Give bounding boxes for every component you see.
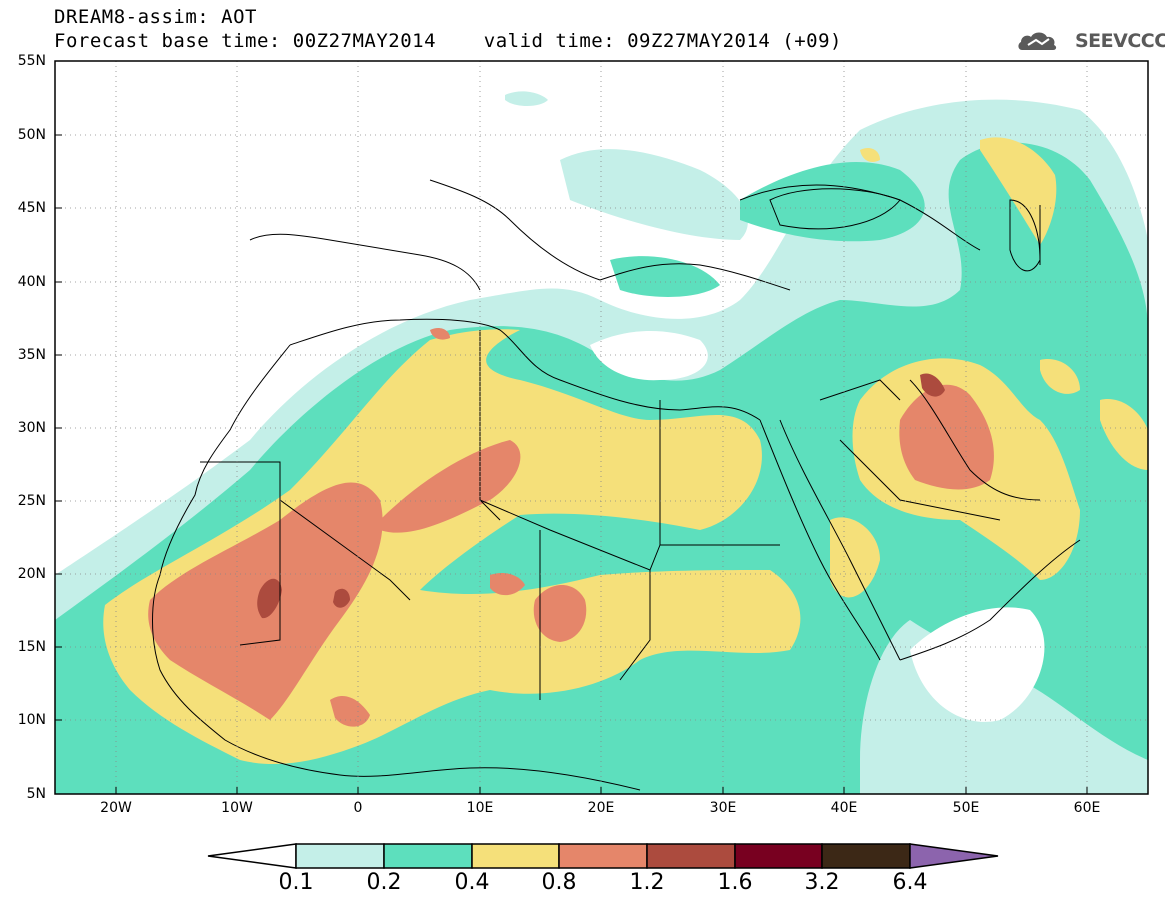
lon-label: 20W xyxy=(100,800,132,816)
lon-label: 50E xyxy=(952,800,980,816)
lat-label: 25N xyxy=(17,493,46,509)
lat-label: 35N xyxy=(17,347,46,363)
colorbar-label: 6.4 xyxy=(892,870,928,895)
lon-label: 40E xyxy=(830,800,858,816)
lat-label: 40N xyxy=(17,274,46,290)
aot-field xyxy=(55,91,1148,794)
lat-label: 20N xyxy=(17,566,46,582)
lat-label: 50N xyxy=(17,127,46,143)
logo-text: SEEVCCC xyxy=(1075,30,1165,52)
lon-label: 20E xyxy=(587,800,615,816)
colorbar-swatch-5 xyxy=(646,843,736,869)
aot-contour-1.2 xyxy=(257,373,945,619)
colorbar-label: 3.2 xyxy=(804,870,840,895)
forecast-times: Forecast base time: 00Z27MAY2014 valid t… xyxy=(54,30,842,52)
colorbar-label: 1.6 xyxy=(717,870,753,895)
colorbar xyxy=(207,843,999,869)
colorbar-swatch-2 xyxy=(383,843,473,869)
lon-label: 10E xyxy=(466,800,494,816)
chart-title: DREAM8-assim: AOT xyxy=(54,6,257,28)
cloud-logo-icon xyxy=(1018,32,1057,50)
colorbar-label: 0.2 xyxy=(366,870,402,895)
colorbar-under-triangle xyxy=(207,843,297,869)
lon-label: 0 xyxy=(353,800,363,816)
colorbar-label: 0.4 xyxy=(454,870,490,895)
lat-label: 55N xyxy=(17,53,46,69)
colorbar-swatch-6 xyxy=(734,843,823,869)
map-grid xyxy=(55,61,1148,794)
lat-label: 45N xyxy=(17,200,46,216)
colorbar-swatch-7 xyxy=(821,843,911,869)
lat-label: 5N xyxy=(26,786,46,802)
colorbar-label: 0.8 xyxy=(541,870,577,895)
colorbar-over-triangle xyxy=(909,843,999,869)
colorbar-swatch-3 xyxy=(471,843,560,869)
axis-ticks xyxy=(55,60,1088,795)
lat-label: 15N xyxy=(17,639,46,655)
lat-label: 30N xyxy=(17,420,46,436)
lat-label: 10N xyxy=(17,712,46,728)
colorbar-label: 0.1 xyxy=(278,870,314,895)
lon-label: 30E xyxy=(709,800,737,816)
colorbar-swatch-4 xyxy=(558,843,648,869)
colorbar-swatch-1 xyxy=(295,843,385,869)
lon-label: 60E xyxy=(1073,800,1101,816)
colorbar-label: 1.2 xyxy=(629,870,665,895)
lon-label: 10W xyxy=(221,800,253,816)
